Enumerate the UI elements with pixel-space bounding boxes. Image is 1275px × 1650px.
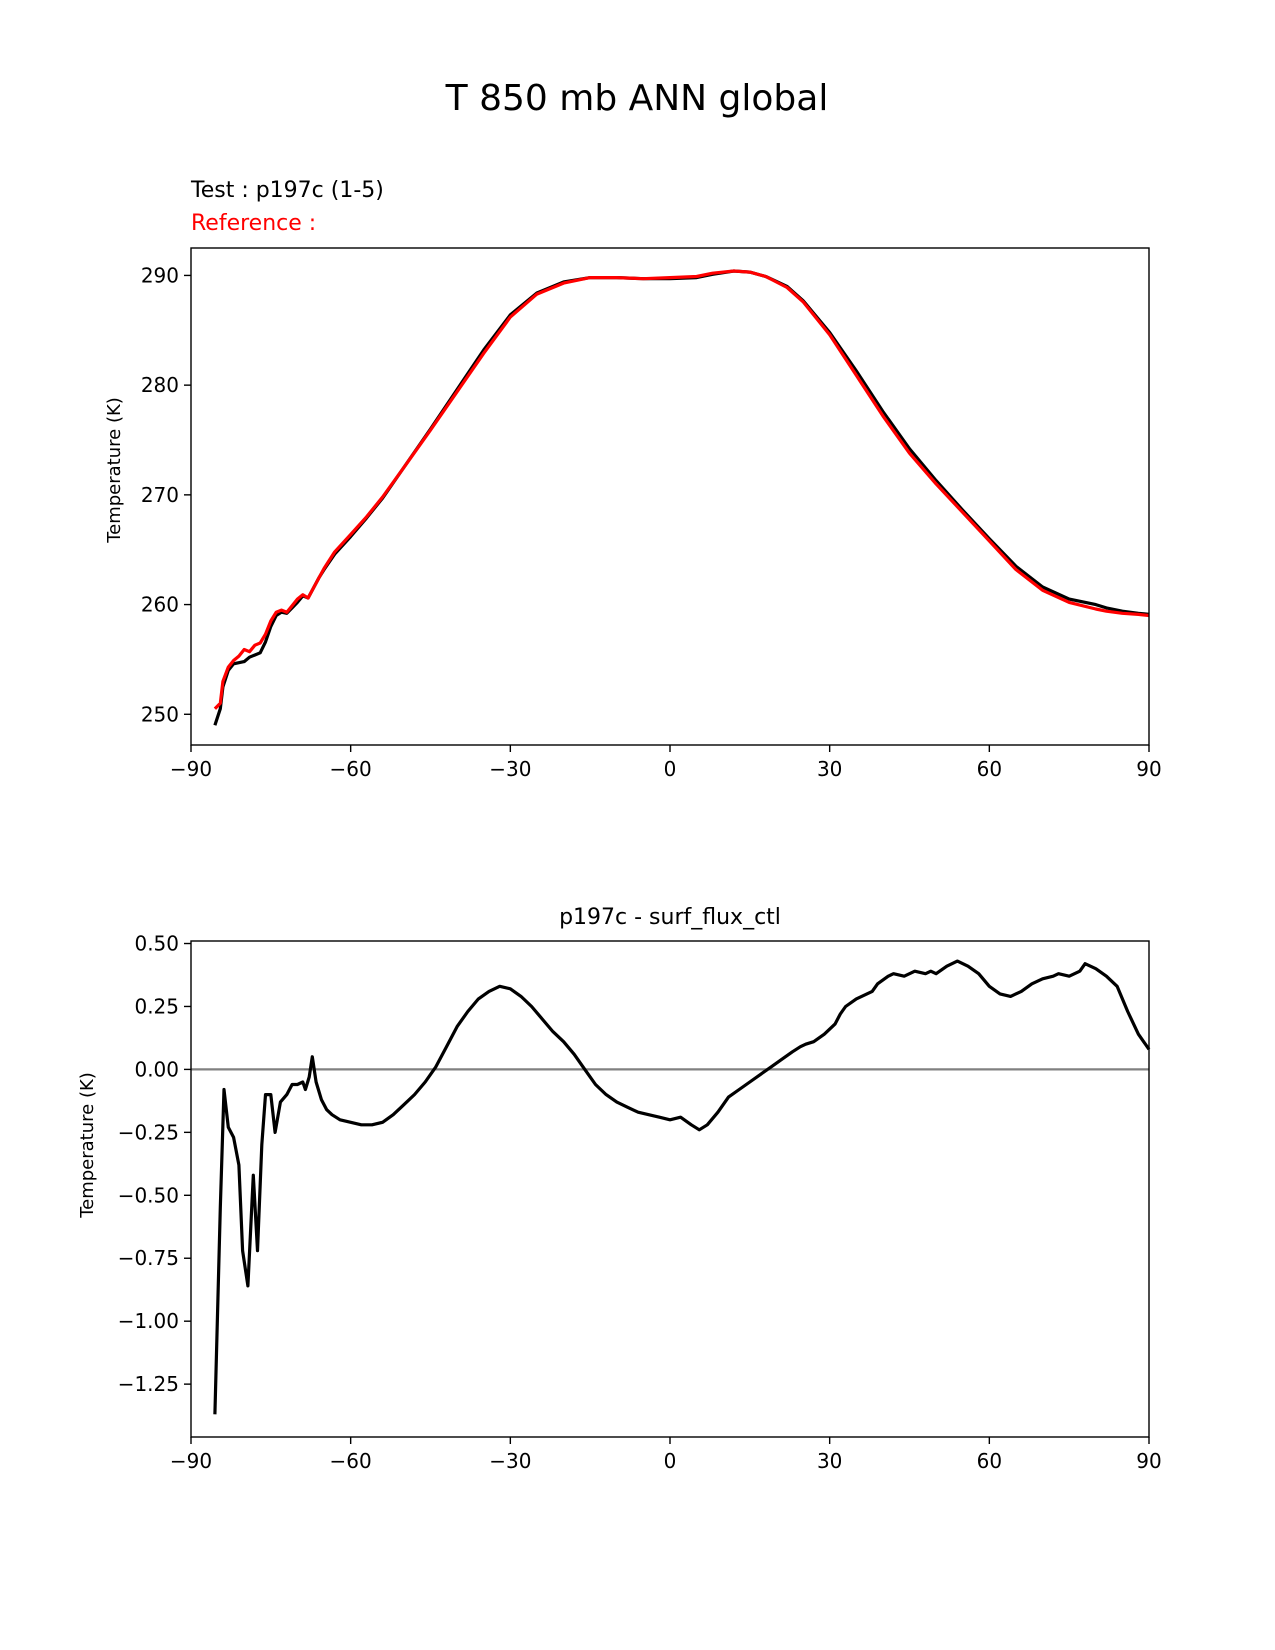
top-y-tick-label: 260 [141,593,179,617]
bottom-diff-line [213,959,1151,1415]
top-y-tick-label: 250 [141,702,179,726]
top-x-tick-label: 90 [1136,757,1161,781]
bottom-chart-title: p197c - surf_flux_ctl [559,905,781,930]
bottom-y-tick-label: −0.75 [118,1246,179,1270]
bottom-x-tick-label: −90 [170,1449,212,1473]
top-plot-frame [190,247,1150,746]
top-ticks: −90 −60 −30 0 30 60 90 250 260 270 280 290 [141,263,1162,781]
top-x-tick-label: 60 [977,757,1002,781]
top-x-tick-label: −30 [489,757,531,781]
bottom-x-tick-label: 90 [1136,1449,1161,1473]
bottom-x-tick-label: −30 [489,1449,531,1473]
top-x-tick-label: 30 [817,757,842,781]
top-y-tick-label: 280 [141,373,179,397]
top-y-axis-label: Temperature (K) [104,397,125,544]
bottom-y-tick-label: 0.00 [134,1057,179,1081]
bottom-x-tick-label: −60 [330,1449,372,1473]
bottom-y-tick-label: −0.50 [118,1183,179,1207]
top-test-line [213,269,1150,726]
top-y-tick-label: 270 [141,483,179,507]
bottom-panel: p197c - surf_flux_ctl Temperature (K) −9… [77,905,1162,1473]
bottom-y-tick-label: −1.00 [118,1309,179,1333]
bottom-y-tick-label: −0.25 [118,1120,179,1144]
bottom-series [191,959,1151,1415]
top-x-tick-label: 0 [664,757,677,781]
figure-title: T 850 mb ANN global [445,78,829,119]
test-legend-label: Test : p197c (1-5) [190,178,384,203]
top-x-tick-label: −90 [170,757,212,781]
bottom-y-axis-label: Temperature (K) [77,1072,98,1219]
reference-legend-label: Reference : [191,211,316,236]
bottom-x-tick-label: 0 [664,1449,677,1473]
top-panel: Test : p197c (1-5) Reference : Temperatu… [104,178,1162,781]
bottom-y-tick-label: 0.50 [134,932,179,956]
top-reference-line [213,269,1150,710]
bottom-plot-frame [190,940,1150,1438]
bottom-y-tick-label: −1.25 [118,1372,179,1396]
top-x-tick-label: −60 [330,757,372,781]
bottom-y-tick-label: 0.25 [134,994,179,1018]
bottom-x-tick-label: 60 [977,1449,1002,1473]
bottom-x-tick-label: 30 [817,1449,842,1473]
top-series [213,269,1150,726]
top-y-tick-label: 290 [141,263,179,287]
bottom-ticks: −90 −60 −30 0 30 60 90 0.50 0.25 0.00 −0.25 −0.50 −0… [118,932,1162,1473]
